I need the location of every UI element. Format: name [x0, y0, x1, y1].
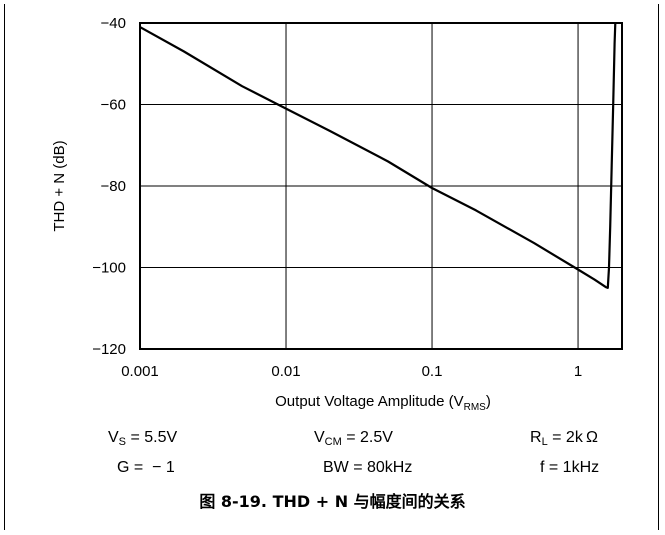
condition-rl: RL = 2k Ω	[530, 429, 598, 448]
condition-gain: G = − 1	[117, 459, 175, 476]
y-tick-label: −100	[92, 260, 126, 277]
thd-n-chart: 0.001 0.01 0.1 1 −40 −60 −80 −100 −120 THD + N (…	[51, 15, 623, 413]
condition-vcm: VCM = 2.5V	[314, 429, 393, 448]
series-line	[139, 22, 617, 289]
plot-border	[139, 22, 623, 350]
y-tick-label: −120	[92, 341, 126, 358]
y-tick-label: −60	[101, 97, 126, 114]
condition-bandwidth: BW = 80kHz	[323, 459, 413, 476]
condition-frequency: f = 1kHz	[540, 459, 600, 476]
y-axis-label: THD + N (dB)	[51, 140, 68, 231]
y-tick-label: −80	[101, 178, 126, 195]
grid	[140, 23, 622, 349]
figure-frame	[4, 4, 659, 530]
condition-vs: VS = 5.5V	[108, 429, 178, 448]
tick-labels: 0.001 0.01 0.1 1 −40 −60 −80 −100 −120	[92, 15, 582, 380]
x-axis-label: Output Voltage Amplitude (VRMS)	[275, 393, 491, 413]
x-tick-label: 0.01	[271, 363, 300, 380]
x-tick-label: 0.1	[422, 363, 443, 380]
figure-caption: 图 8-19. THD + N 与幅度间的关系	[199, 492, 466, 511]
y-tick-label: −40	[101, 15, 126, 32]
x-tick-label: 0.001	[121, 363, 159, 380]
x-tick-label: 1	[574, 363, 582, 380]
